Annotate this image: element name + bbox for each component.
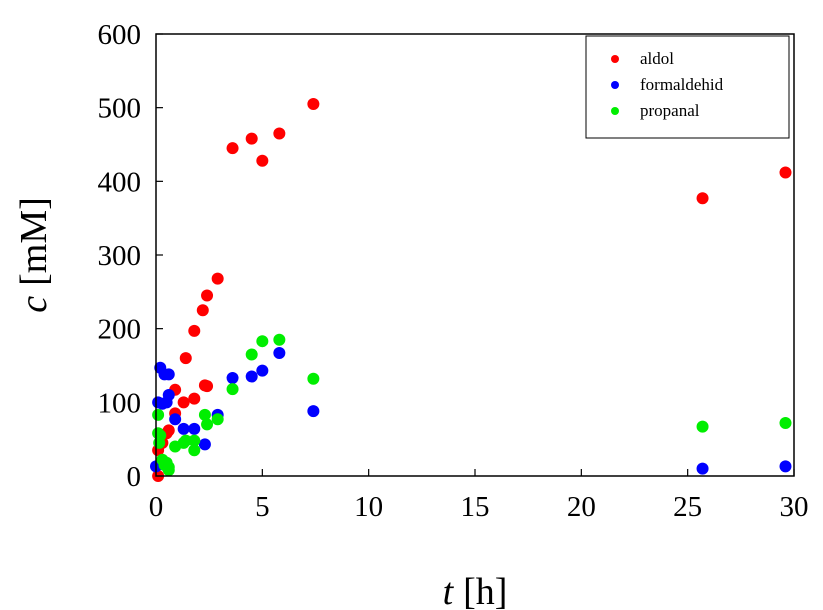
legend-label-formaldehid: formaldehid <box>640 75 724 94</box>
x-tick-label: 25 <box>673 491 702 523</box>
x-tick-label: 15 <box>461 491 490 523</box>
data-point-propanal <box>188 444 201 457</box>
y-tick-label: 0 <box>127 461 142 493</box>
data-point-propanal <box>211 413 224 426</box>
data-point-formaldehid <box>307 405 320 418</box>
data-point-aldol <box>201 289 214 302</box>
data-point-propanal <box>307 372 320 385</box>
x-tick-label: 20 <box>567 491 596 523</box>
data-point-propanal <box>226 383 239 396</box>
data-point-propanal <box>198 408 211 421</box>
data-point-aldol <box>179 352 192 365</box>
data-point-formaldehid <box>177 422 190 435</box>
data-point-formaldehid <box>198 438 211 451</box>
data-point-propanal <box>201 418 214 431</box>
data-point-aldol <box>196 304 209 317</box>
data-point-aldol <box>256 154 269 167</box>
legend: aldol formaldehid propanal <box>585 35 790 139</box>
data-point-propanal <box>256 335 269 348</box>
data-point-aldol <box>245 132 258 145</box>
y-tick-label: 100 <box>98 387 142 419</box>
y-axis-unit: [mM] <box>13 197 55 286</box>
data-point-propanal <box>779 416 792 429</box>
data-point-aldol <box>188 324 201 337</box>
y-axis-label: c [mM] <box>13 197 55 313</box>
x-axis-var: t <box>443 571 455 610</box>
y-tick-label: 200 <box>98 314 142 346</box>
data-point-formaldehid <box>188 422 201 435</box>
data-point-propanal <box>188 434 201 447</box>
x-axis-unit: [h] <box>463 571 507 610</box>
data-point-propanal <box>245 348 258 361</box>
data-point-formaldehid <box>226 372 239 385</box>
data-point-formaldehid <box>779 460 792 473</box>
series-formaldehid <box>150 346 792 475</box>
legend-box <box>585 35 790 139</box>
y-tick-label: 500 <box>98 93 142 125</box>
y-tick-label: 400 <box>98 166 142 198</box>
data-point-aldol <box>188 392 201 405</box>
data-point-propanal <box>696 420 709 433</box>
data-point-propanal <box>273 333 286 346</box>
data-point-propanal <box>179 434 192 447</box>
plot-frame <box>155 33 795 477</box>
data-point-formaldehid <box>256 364 269 377</box>
y-axis-var: c <box>13 296 55 313</box>
legend-items: aldol formaldehid propanal <box>611 49 724 120</box>
data-point-aldol <box>211 272 224 285</box>
x-tick-label: 30 <box>780 491 809 523</box>
data-point-aldol <box>177 396 190 409</box>
data-point-formaldehid <box>273 346 286 359</box>
data-points <box>150 97 792 482</box>
data-point-propanal <box>154 429 167 442</box>
series-aldol <box>152 97 792 482</box>
x-tick-label: 5 <box>255 491 270 523</box>
data-point-propanal <box>152 408 165 421</box>
data-point-formaldehid <box>696 462 709 475</box>
legend-label-propanal: propanal <box>640 101 700 120</box>
legend-marker-aldol <box>611 55 619 63</box>
data-point-formaldehid <box>162 368 175 381</box>
y-tick-label: 600 <box>98 19 142 51</box>
legend-label-aldol: aldol <box>640 49 674 68</box>
data-point-aldol <box>201 380 214 393</box>
data-point-aldol <box>779 166 792 179</box>
x-tick-label: 10 <box>354 491 383 523</box>
data-point-formaldehid <box>162 388 175 401</box>
data-point-aldol <box>696 192 709 205</box>
x-axis-label: t [h] <box>443 571 508 610</box>
data-point-aldol <box>273 127 286 140</box>
data-point-aldol <box>307 97 320 110</box>
series-propanal <box>152 333 792 477</box>
legend-marker-formaldehid <box>611 81 619 89</box>
legend-marker-propanal <box>611 107 619 115</box>
data-point-aldol <box>226 142 239 155</box>
data-point-formaldehid <box>245 370 258 383</box>
data-point-propanal <box>162 461 175 474</box>
y-tick-label: 300 <box>98 240 142 272</box>
data-point-formaldehid <box>169 413 182 426</box>
x-tick-label: 0 <box>149 491 164 523</box>
